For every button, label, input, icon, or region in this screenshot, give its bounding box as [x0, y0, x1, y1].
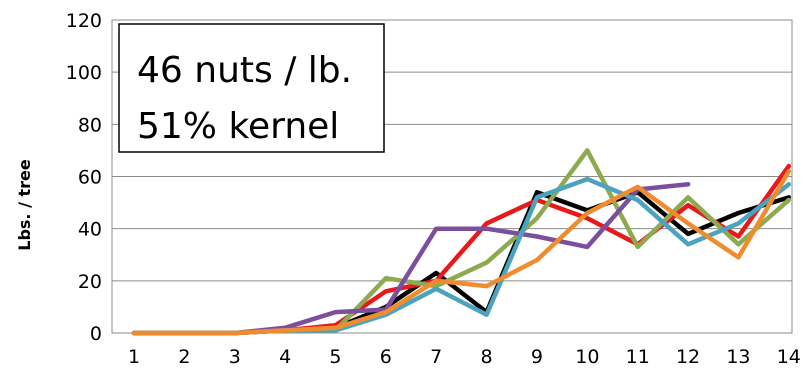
- x-tick-label: 3: [229, 346, 241, 368]
- x-tick-label: 5: [329, 346, 341, 368]
- y-tick-label: 0: [90, 323, 102, 345]
- x-tick-label: 1: [128, 346, 140, 368]
- x-tick-labels: 1 2 3 4 5 6 7 8 9 10 11 12 13 14: [128, 346, 801, 368]
- series-lines: [131, 148, 792, 336]
- x-tick-label: 10: [575, 346, 599, 368]
- x-tick-label: 4: [279, 346, 291, 368]
- x-tick-label: 14: [777, 346, 801, 368]
- x-tick-label: 12: [676, 346, 700, 368]
- y-tick-label: 20: [78, 271, 102, 293]
- y-tick-label: 60: [78, 167, 102, 189]
- series-line-6: [131, 169, 792, 336]
- x-tick-label: 7: [430, 346, 442, 368]
- y-tick-label: 40: [78, 219, 102, 241]
- annotation-box: 46 nuts / lb. 51% kernel: [118, 23, 385, 153]
- x-tick-label: 9: [531, 346, 543, 368]
- x-tick-label: 13: [726, 346, 750, 368]
- y-tick-label: 120: [66, 10, 102, 32]
- x-tick-label: 8: [481, 346, 493, 368]
- series-line-4: [131, 182, 691, 336]
- x-tick-label: 2: [178, 346, 190, 368]
- annotation-line-2: 51% kernel: [137, 106, 339, 147]
- x-tick-label: 11: [626, 346, 650, 368]
- series-line-2: [131, 163, 792, 336]
- y-tick-label: 80: [78, 114, 102, 136]
- x-tick-label: 6: [380, 346, 392, 368]
- series-line-1: [131, 189, 792, 336]
- y-tick-labels: 0 20 40 60 80 100 120: [66, 10, 102, 345]
- annotation-line-1: 46 nuts / lb.: [137, 50, 352, 91]
- y-axis-label: Lbs. / tree: [15, 159, 34, 251]
- plot-area: [111, 19, 793, 334]
- y-tick-label: 100: [66, 62, 102, 84]
